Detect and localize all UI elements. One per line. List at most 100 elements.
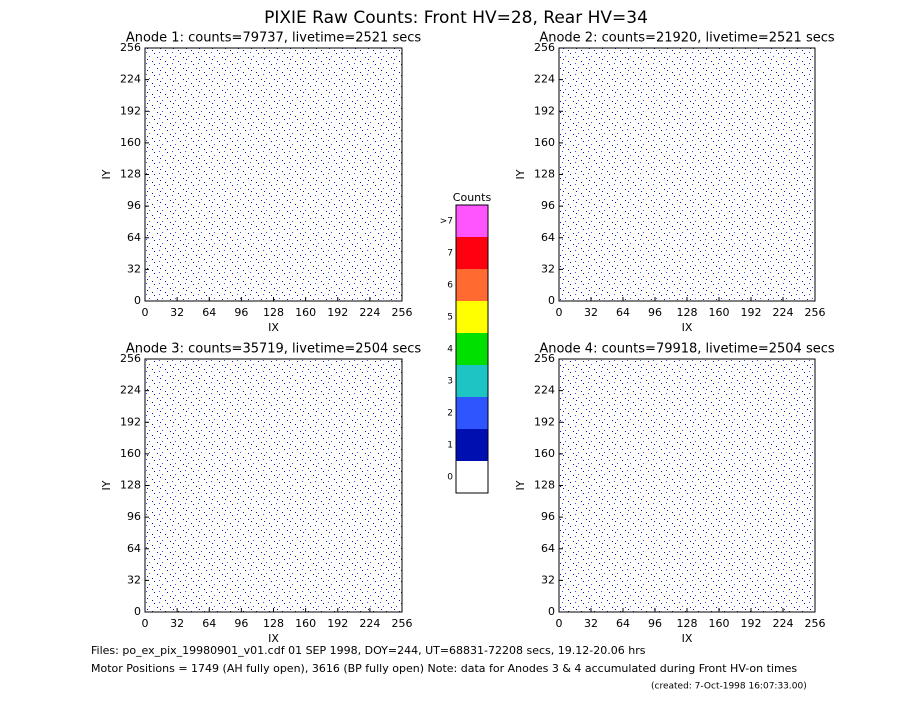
y-tick-label: 224 (120, 73, 141, 86)
y-tick-label: 192 (534, 104, 555, 117)
colorbar-swatch (456, 461, 488, 493)
heatmap-texture (559, 48, 815, 301)
y-tick-label: 256 (120, 41, 141, 54)
heatmap-texture (145, 359, 402, 612)
x-tick-label: 256 (392, 617, 413, 630)
y-tick-label: 192 (534, 415, 555, 428)
colorbar-swatch (456, 333, 488, 365)
y-tick-label: 96 (541, 510, 555, 523)
y-tick-label: 0 (134, 605, 141, 618)
y-tick-label: 64 (127, 231, 141, 244)
colorbar-label: 1 (447, 441, 453, 451)
y-tick-label: 32 (541, 262, 555, 275)
x-tick-label: 32 (170, 306, 184, 319)
panel-title: Anode 4: counts=79918, livetime=2504 sec… (539, 342, 835, 357)
y-tick-label: 160 (120, 447, 141, 460)
y-tick-label: 96 (541, 199, 555, 212)
x-tick-label: 160 (709, 306, 730, 319)
y-tick-label: 32 (127, 262, 141, 275)
y-tick-label: 128 (534, 479, 555, 492)
y-tick-label: 192 (120, 415, 141, 428)
y-tick-label: 128 (120, 168, 141, 181)
x-tick-label: 256 (805, 617, 826, 630)
y-axis-label: IY (100, 480, 113, 490)
y-tick-label: 192 (120, 104, 141, 117)
x-tick-label: 224 (359, 617, 380, 630)
footer-line: Motor Positions = 1749 (AH fully open), … (91, 662, 797, 675)
colorbar-label: >7 (440, 217, 453, 227)
colorbar-label: 3 (447, 377, 453, 387)
footer-line: Files: po_ex_pix_19980901_v01.cdf 01 SEP… (91, 644, 646, 657)
y-tick-label: 64 (541, 231, 555, 244)
panel-title: Anode 2: counts=21920, livetime=2521 sec… (539, 31, 835, 46)
x-tick-label: 192 (741, 617, 762, 630)
y-tick-label: 224 (534, 384, 555, 397)
x-tick-label: 128 (677, 617, 698, 630)
colorbar-swatch (456, 237, 488, 269)
colorbar-label: 0 (447, 473, 453, 483)
x-tick-label: 128 (263, 306, 284, 319)
y-tick-label: 64 (541, 542, 555, 555)
x-tick-label: 96 (234, 306, 248, 319)
x-tick-label: 224 (359, 306, 380, 319)
y-tick-label: 128 (534, 168, 555, 181)
x-axis-label: IX (682, 632, 693, 645)
colorbar-label: 6 (447, 281, 453, 291)
y-tick-label: 160 (534, 136, 555, 149)
y-tick-label: 128 (120, 479, 141, 492)
x-tick-label: 224 (773, 617, 794, 630)
x-tick-label: 32 (584, 617, 598, 630)
x-tick-label: 192 (741, 306, 762, 319)
x-tick-label: 256 (805, 306, 826, 319)
x-tick-label: 96 (234, 617, 248, 630)
x-axis-label: IX (682, 321, 693, 334)
page-title: PIXIE Raw Counts: Front HV=28, Rear HV=3… (264, 8, 648, 28)
y-axis-label: IY (514, 480, 527, 490)
colorbar-frame (455, 204, 489, 494)
colorbar-title: Counts (453, 191, 492, 204)
y-tick-label: 32 (541, 573, 555, 586)
x-tick-label: 64 (202, 617, 216, 630)
y-tick-label: 96 (127, 510, 141, 523)
y-tick-label: 0 (134, 294, 141, 307)
x-tick-label: 96 (648, 617, 662, 630)
x-tick-label: 160 (295, 306, 316, 319)
x-tick-label: 32 (584, 306, 598, 319)
x-tick-label: 0 (556, 617, 563, 630)
heatmap-texture (559, 359, 815, 612)
y-tick-label: 224 (534, 73, 555, 86)
x-tick-label: 64 (616, 306, 630, 319)
x-axis-label: IX (268, 632, 279, 645)
y-tick-label: 256 (120, 352, 141, 365)
y-tick-label: 96 (127, 199, 141, 212)
y-tick-label: 160 (534, 447, 555, 460)
x-tick-label: 256 (392, 306, 413, 319)
x-tick-label: 160 (295, 617, 316, 630)
colorbar-swatch (456, 365, 488, 397)
colorbar-label: 5 (447, 313, 453, 323)
x-tick-label: 32 (170, 617, 184, 630)
x-tick-label: 192 (327, 617, 348, 630)
x-tick-label: 0 (142, 306, 149, 319)
colorbar-label: 7 (447, 249, 453, 259)
x-tick-label: 192 (327, 306, 348, 319)
colorbar-label: 4 (447, 345, 453, 355)
x-tick-label: 0 (556, 306, 563, 319)
x-tick-label: 96 (648, 306, 662, 319)
y-axis-label: IY (514, 169, 527, 179)
colorbar-swatch (456, 397, 488, 429)
y-tick-label: 160 (120, 136, 141, 149)
colorbar-swatch (456, 429, 488, 461)
heatmap-texture (145, 48, 402, 301)
colorbar-swatch (456, 301, 488, 333)
x-axis-label: IX (268, 321, 279, 334)
colorbar-swatch (456, 205, 488, 237)
y-tick-label: 256 (534, 41, 555, 54)
y-tick-label: 224 (120, 384, 141, 397)
y-axis-label: IY (100, 169, 113, 179)
y-tick-label: 256 (534, 352, 555, 365)
x-tick-label: 160 (709, 617, 730, 630)
y-tick-label: 0 (548, 605, 555, 618)
x-tick-label: 128 (677, 306, 698, 319)
